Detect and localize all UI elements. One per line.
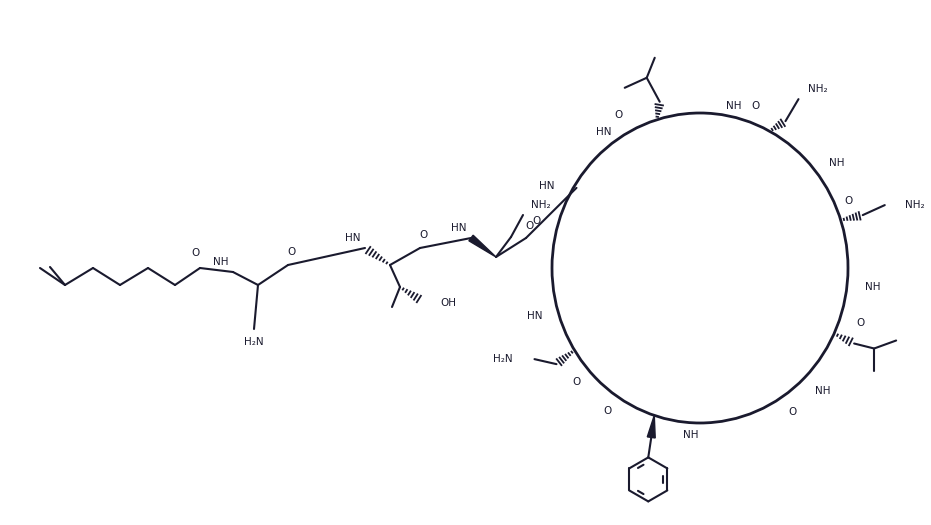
Text: NH: NH [830, 159, 844, 169]
Text: NH₂: NH₂ [531, 200, 550, 210]
Text: O: O [844, 196, 853, 206]
Text: HN: HN [539, 181, 555, 191]
Text: O: O [573, 376, 581, 386]
Text: HN: HN [527, 311, 543, 321]
Text: O: O [525, 221, 533, 231]
Text: NH₂: NH₂ [905, 200, 924, 210]
Polygon shape [469, 235, 496, 257]
Text: O: O [191, 248, 199, 258]
Text: HN: HN [596, 127, 612, 137]
Text: NH₂: NH₂ [808, 84, 828, 94]
Polygon shape [647, 415, 655, 438]
Text: O: O [857, 318, 865, 328]
Text: O: O [614, 110, 623, 120]
Text: O: O [789, 407, 797, 417]
Text: O: O [603, 406, 612, 416]
Text: H₂N: H₂N [492, 354, 512, 364]
Text: NH: NH [683, 430, 699, 440]
Text: HN: HN [344, 233, 360, 243]
Text: NH: NH [213, 257, 229, 267]
Text: H₂N: H₂N [244, 337, 263, 347]
Text: HN: HN [452, 223, 467, 233]
Text: OH: OH [440, 298, 456, 308]
Text: NH: NH [866, 281, 881, 291]
Text: O: O [751, 101, 760, 111]
Text: O: O [533, 216, 541, 226]
Text: O: O [287, 247, 295, 257]
Text: NH: NH [815, 386, 830, 396]
Text: O: O [419, 230, 427, 240]
Text: NH: NH [726, 101, 741, 111]
